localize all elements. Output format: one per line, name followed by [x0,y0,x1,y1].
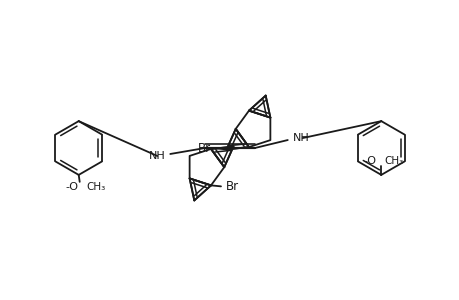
Text: NH: NH [292,133,309,143]
Text: -O: -O [66,182,78,192]
Text: CH₃: CH₃ [383,156,403,166]
Text: CH₃: CH₃ [86,182,106,192]
Text: Br: Br [226,180,239,193]
Text: -O: -O [363,156,375,166]
Text: NH: NH [148,151,165,161]
Text: Br: Br [198,142,211,155]
